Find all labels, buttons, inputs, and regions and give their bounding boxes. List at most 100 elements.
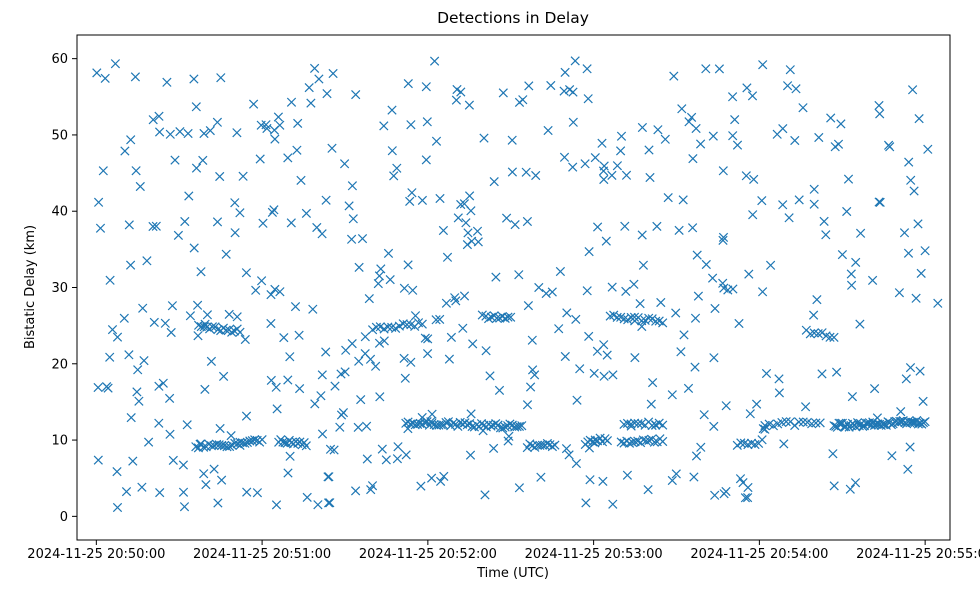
- detection-marker: [361, 421, 372, 431]
- detection-marker: [196, 267, 206, 277]
- detection-marker: [465, 450, 476, 460]
- detection-marker: [209, 464, 219, 474]
- detection-marker: [148, 115, 158, 125]
- detection-marker: [213, 324, 223, 335]
- detection-marker: [913, 219, 923, 229]
- detection-marker: [872, 413, 883, 423]
- detection-marker: [498, 423, 508, 433]
- detection-marker: [652, 221, 662, 232]
- detection-marker: [718, 232, 729, 243]
- detection-marker: [451, 296, 461, 306]
- detection-marker: [323, 472, 333, 482]
- detection-marker: [663, 192, 673, 203]
- detection-marker: [744, 269, 754, 279]
- detection-marker: [179, 502, 190, 512]
- detection-marker: [93, 382, 103, 393]
- detection-marker: [837, 249, 848, 260]
- data-markers: [92, 56, 943, 513]
- detection-marker: [408, 285, 418, 295]
- detection-marker: [510, 219, 520, 230]
- detection-marker: [534, 282, 544, 293]
- detection-marker: [846, 280, 857, 290]
- detection-marker: [185, 311, 196, 321]
- detection-marker: [154, 127, 165, 137]
- detection-marker: [464, 191, 475, 201]
- detection-marker: [406, 357, 416, 367]
- detection-marker: [699, 410, 709, 420]
- detection-marker: [435, 314, 445, 325]
- detection-marker: [353, 422, 363, 433]
- detection-marker: [812, 294, 822, 305]
- detection-marker: [683, 383, 694, 394]
- detection-marker: [719, 283, 729, 293]
- detection-marker: [218, 371, 229, 382]
- detection-marker: [741, 171, 751, 181]
- detection-marker: [402, 319, 412, 330]
- detection-marker: [633, 436, 643, 446]
- detection-marker: [204, 439, 214, 449]
- detection-marker: [774, 388, 785, 398]
- detection-marker: [584, 246, 594, 257]
- detection-marker: [833, 139, 844, 149]
- detection-marker: [344, 201, 354, 211]
- detection-marker: [165, 129, 175, 139]
- detection-marker: [427, 409, 437, 419]
- detection-marker: [201, 479, 211, 490]
- detection-marker: [294, 383, 305, 394]
- detection-marker: [350, 486, 361, 496]
- detection-marker: [198, 155, 208, 166]
- detection-marker: [401, 450, 411, 460]
- detection-marker: [232, 128, 242, 138]
- detection-marker: [105, 275, 115, 285]
- detection-marker: [327, 143, 337, 153]
- detection-marker: [354, 356, 364, 366]
- detection-marker: [887, 451, 897, 461]
- detection-marker: [845, 484, 855, 494]
- detection-marker: [317, 429, 328, 439]
- detection-marker: [226, 430, 236, 441]
- detection-marker: [923, 144, 933, 154]
- detection-marker: [779, 439, 789, 449]
- detection-marker: [270, 284, 280, 295]
- detection-marker: [582, 64, 592, 74]
- detection-marker: [230, 198, 240, 208]
- detection-marker: [635, 298, 645, 309]
- detection-marker: [167, 301, 178, 311]
- detection-marker: [601, 236, 611, 246]
- detection-marker: [302, 492, 312, 503]
- detection-marker: [907, 85, 918, 95]
- detection-marker: [160, 318, 170, 328]
- detection-marker: [644, 145, 654, 155]
- detection-marker: [269, 125, 280, 135]
- detection-marker: [351, 89, 361, 100]
- detection-marker: [727, 92, 738, 102]
- detection-marker: [691, 451, 702, 461]
- detection-marker: [626, 419, 636, 429]
- detection-marker: [262, 123, 272, 134]
- detection-marker: [266, 318, 276, 329]
- detection-marker: [597, 138, 607, 148]
- detection-marker: [743, 482, 753, 493]
- detection-marker: [451, 95, 462, 105]
- detection-marker: [461, 218, 471, 228]
- detection-marker: [230, 228, 240, 238]
- detection-marker: [689, 472, 699, 482]
- detection-marker: [417, 195, 428, 206]
- detection-marker: [178, 460, 189, 470]
- detection-marker: [164, 393, 175, 404]
- detection-marker: [193, 331, 203, 341]
- detection-marker: [621, 170, 632, 180]
- detection-marker: [213, 498, 223, 508]
- detection-marker: [633, 418, 643, 429]
- detection-marker: [308, 304, 318, 314]
- detection-marker: [500, 313, 510, 324]
- detection-marker: [581, 498, 591, 508]
- detection-marker: [107, 324, 118, 335]
- detection-marker: [612, 161, 623, 171]
- detection-marker: [392, 163, 402, 173]
- detection-marker: [933, 298, 943, 308]
- detection-marker: [608, 499, 618, 509]
- detection-marker: [119, 313, 129, 323]
- detection-marker: [221, 249, 231, 259]
- detection-marker: [620, 221, 630, 231]
